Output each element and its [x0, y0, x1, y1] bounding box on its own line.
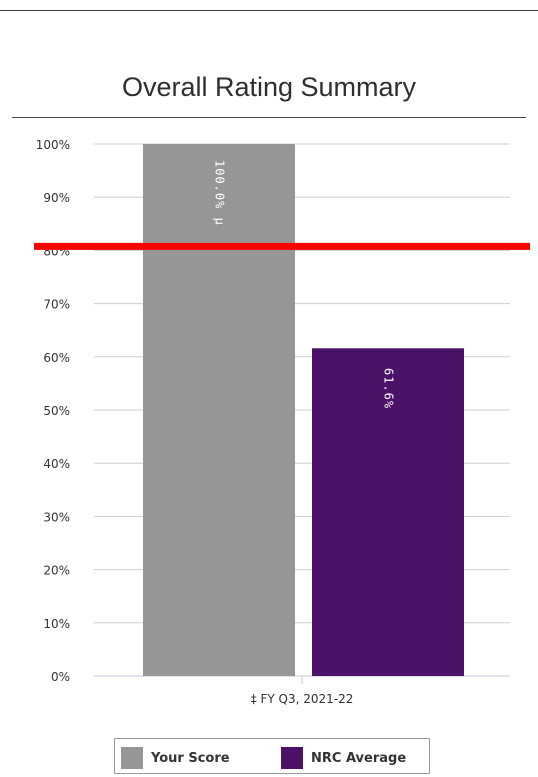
legend-label-your-score: Your Score [151, 750, 230, 766]
bar-nrc-average [312, 348, 464, 676]
legend-swatch-nrc-average [281, 747, 303, 769]
y-tick-label: 0% [51, 670, 70, 684]
legend-item-nrc-average[interactable]: NRC Average [281, 747, 406, 769]
legend-swatch-your-score [121, 747, 143, 769]
y-tick-label: 50% [43, 404, 70, 418]
y-tick-label: 40% [43, 457, 70, 471]
y-tick-label: 10% [43, 617, 70, 631]
title-underline [12, 117, 526, 118]
y-tick-label: 30% [43, 510, 70, 524]
x-category-label: ‡ FY Q3, 2021-22 [251, 692, 354, 706]
y-tick-label: 20% [43, 564, 70, 578]
y-tick-label: 70% [43, 298, 70, 312]
y-tick-label: 90% [43, 191, 70, 205]
bar-your-score [143, 144, 295, 676]
chart-title: Overall Rating Summary [121, 72, 417, 102]
data-label-your-score: 100.0% µ [213, 160, 227, 226]
legend-label-nrc-average: NRC Average [311, 750, 407, 766]
legend-item-your-score[interactable]: Your Score [121, 747, 230, 769]
top-divider [0, 10, 538, 11]
y-tick-label: 60% [43, 351, 70, 365]
chart-legend: Your Score NRC Average [114, 738, 430, 774]
data-label-nrc-average: 61.6% [382, 368, 396, 409]
y-tick-label: 100% [36, 138, 70, 152]
